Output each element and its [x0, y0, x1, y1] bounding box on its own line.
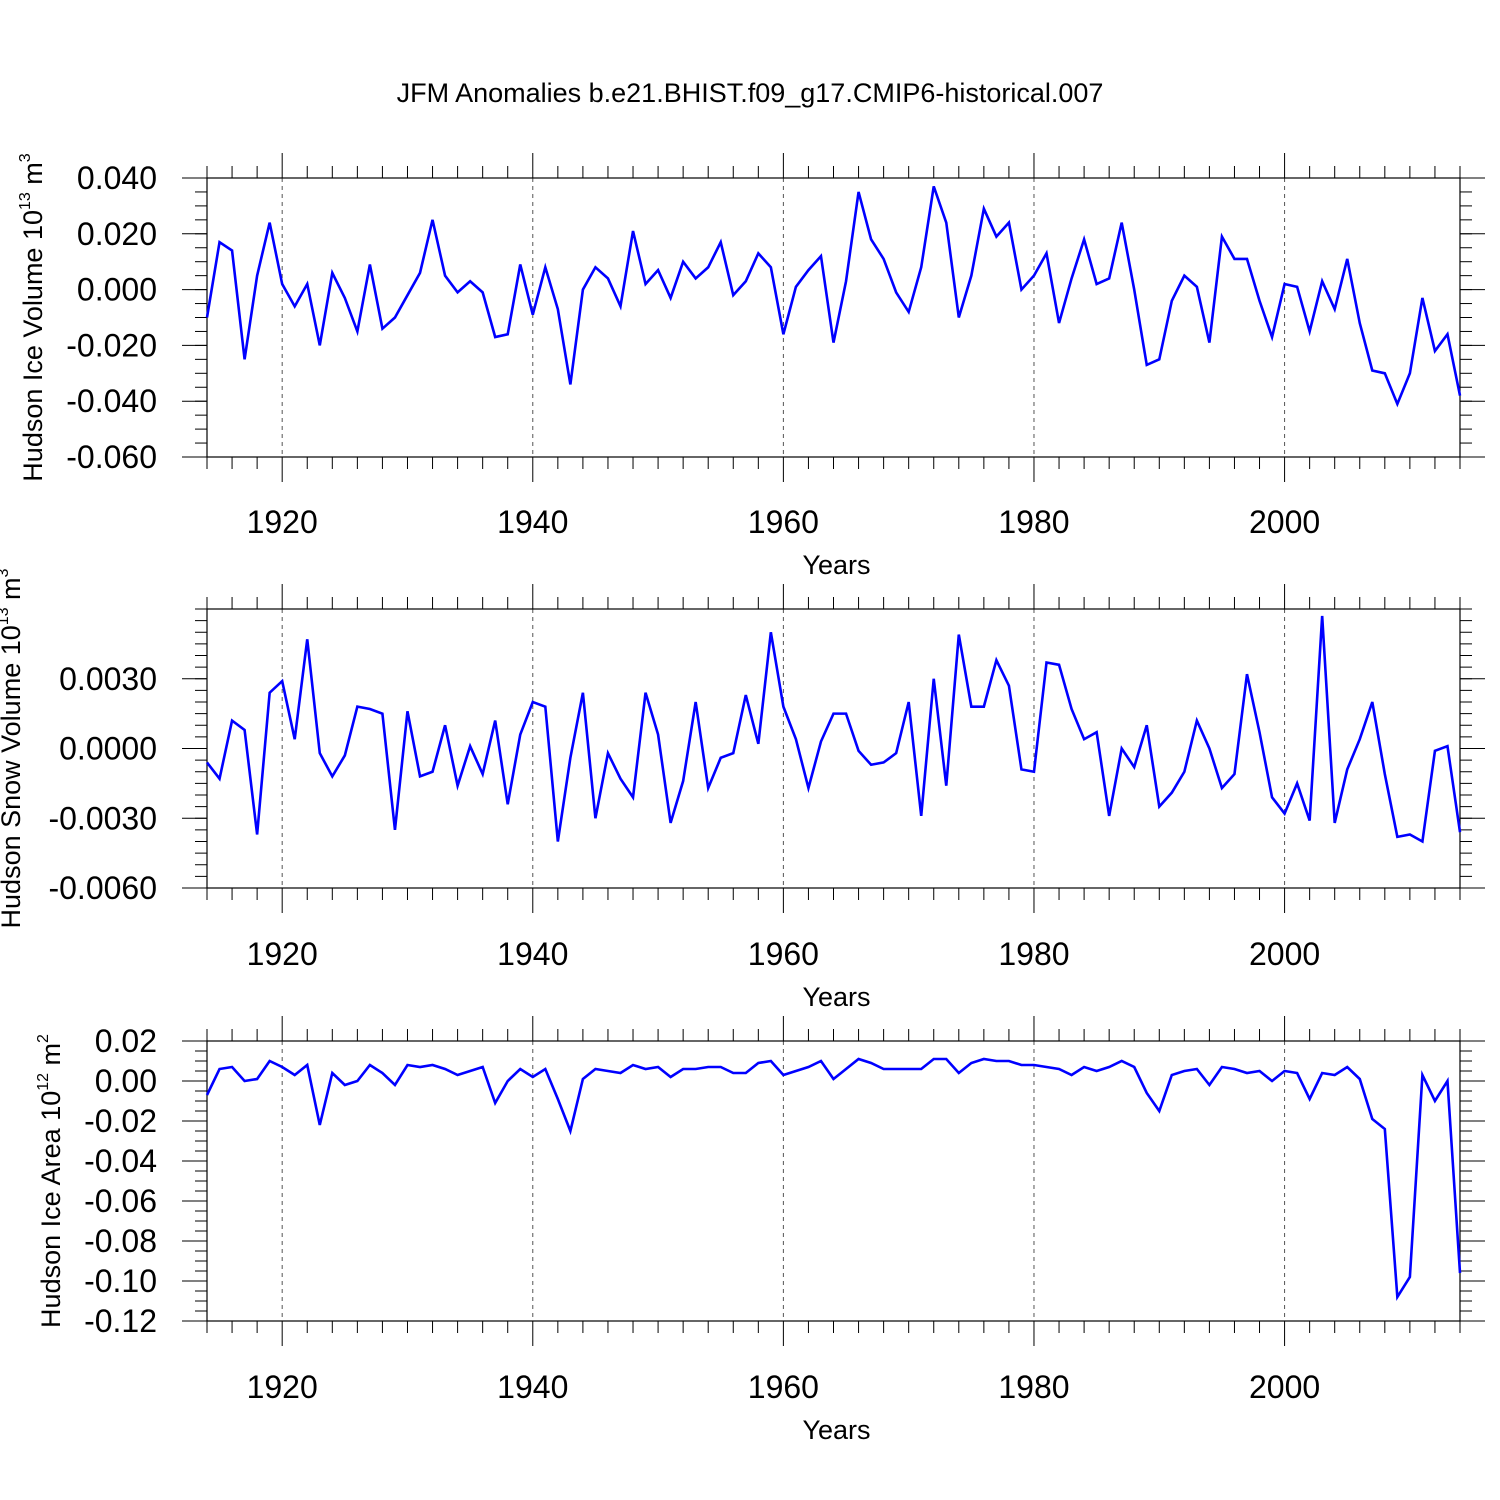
y-tick-label: 0.0030 — [59, 661, 157, 697]
y-axis-label: Hudson Ice Volume 1013 m3 — [17, 153, 48, 481]
x-axis-label: Years — [802, 1415, 870, 1445]
page-title: JFM Anomalies b.e21.BHIST.f09_g17.CMIP6-… — [396, 78, 1104, 108]
y-tick-label: 0.0000 — [59, 731, 157, 767]
x-tick-label: 1980 — [998, 936, 1069, 972]
y-axis-label: Hudson Ice Area 1012 m2 — [35, 1034, 66, 1328]
y-axis-label: Hudson Snow Volume 1013 m3 — [0, 568, 26, 928]
y-tick-label: -0.060 — [66, 439, 157, 475]
chart-panel-3: 1920 1940 1960 1980 2000 -0.12 -0.10 -0.08 -0.06… — [35, 1016, 1485, 1445]
x-tick-label: 1940 — [497, 936, 568, 972]
x-tick-label: 1920 — [247, 504, 318, 540]
y-tick-label: -0.12 — [84, 1303, 157, 1339]
x-tick-label: 1960 — [748, 936, 819, 972]
x-tick-label: 1960 — [748, 504, 819, 540]
y-tick-label: -0.02 — [84, 1103, 157, 1139]
series-line-hudson-ice-volume — [205, 185, 1462, 408]
x-tick-label: 2000 — [1249, 504, 1320, 540]
y-tick-label: 0.00 — [95, 1063, 157, 1099]
x-tick-label: 1940 — [497, 1369, 568, 1405]
chart-panel-1: 1920 1940 1960 1980 2000 -0.060 -0.040 -0.020 0.… — [17, 153, 1485, 580]
x-axis-label: Years — [802, 550, 870, 580]
x-tick-label: 1980 — [998, 504, 1069, 540]
y-tick-label: -0.040 — [66, 383, 157, 419]
x-tick-label: 2000 — [1249, 1369, 1320, 1405]
x-tick-label: 2000 — [1249, 936, 1320, 972]
y-tick-label: -0.0030 — [48, 800, 157, 836]
y-tick-label: -0.08 — [84, 1223, 157, 1259]
y-tick-label: 0.020 — [77, 216, 157, 252]
x-tick-label: 1940 — [497, 504, 568, 540]
x-tick-label: 1980 — [998, 1369, 1069, 1405]
y-tick-label: 0.040 — [77, 160, 157, 196]
series-line-hudson-snow-volume — [205, 615, 1462, 844]
y-tick-label: 0.000 — [77, 272, 157, 308]
x-axis-label: Years — [802, 982, 870, 1012]
x-tick-label: 1920 — [247, 936, 318, 972]
plot-frame — [206, 608, 1461, 889]
y-tick-label: -0.020 — [66, 327, 157, 363]
y-tick-label: -0.06 — [84, 1183, 157, 1219]
chart-panel-2: 1920 1940 1960 1980 2000 -0.0060 -0.0030 0.0000… — [0, 568, 1485, 1012]
y-tick-label: -0.10 — [84, 1263, 157, 1299]
y-tick-label: -0.04 — [84, 1143, 157, 1179]
y-tick-label: 0.02 — [95, 1023, 157, 1059]
series-line-hudson-ice-area — [205, 1057, 1462, 1302]
x-tick-label: 1960 — [748, 1369, 819, 1405]
y-tick-label: -0.0060 — [48, 870, 157, 906]
x-tick-label: 1920 — [247, 1369, 318, 1405]
